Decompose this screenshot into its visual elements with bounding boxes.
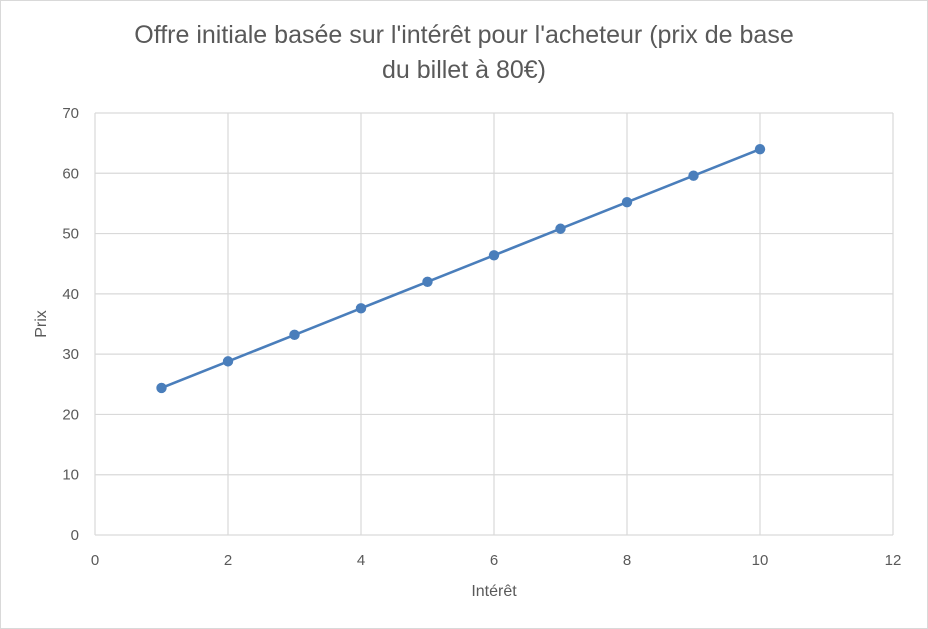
y-tick-label: 10	[62, 467, 79, 484]
x-tick-label: 2	[224, 552, 232, 569]
data-point	[289, 329, 300, 341]
data-point	[555, 223, 566, 234]
series-layer	[156, 143, 766, 394]
y-tick-label: 70	[62, 105, 79, 122]
y-tick-label: 30	[62, 346, 79, 363]
data-point	[222, 356, 234, 367]
data-point	[156, 382, 167, 394]
data-point	[688, 170, 699, 181]
gridlines	[94, 112, 894, 536]
data-point	[488, 250, 500, 261]
y-tick-label: 50	[62, 226, 79, 243]
data-point	[621, 197, 633, 208]
y-tick-label: 40	[62, 286, 79, 303]
chart-title: Offre initiale basée sur l'intérêt pour …	[0, 18, 928, 88]
x-tick-label: 12	[885, 552, 902, 569]
x-tick-label: 8	[623, 552, 631, 569]
series-line	[160, 147, 762, 390]
data-point	[754, 143, 766, 155]
y-tick-label: 0	[71, 527, 79, 544]
x-axis-title: Intérêt	[471, 583, 517, 600]
x-tick-label: 6	[490, 552, 498, 569]
data-point	[355, 303, 367, 314]
data-point	[422, 276, 433, 287]
x-tick-label: 10	[752, 552, 769, 569]
tick-labels: 0 10 20 30 40 50 60 70 0 2 4 6 8 10 12	[62, 105, 901, 569]
chart-title-line-1: Offre initiale basée sur l'intérêt pour …	[134, 21, 794, 49]
x-tick-label: 4	[357, 552, 365, 569]
chart-title-line-2: du billet à 80€)	[381, 56, 546, 84]
x-tick-label: 0	[91, 552, 99, 569]
y-axis-title: Prix	[33, 310, 50, 338]
y-tick-label: 20	[62, 406, 79, 423]
y-tick-label: 60	[62, 165, 79, 182]
